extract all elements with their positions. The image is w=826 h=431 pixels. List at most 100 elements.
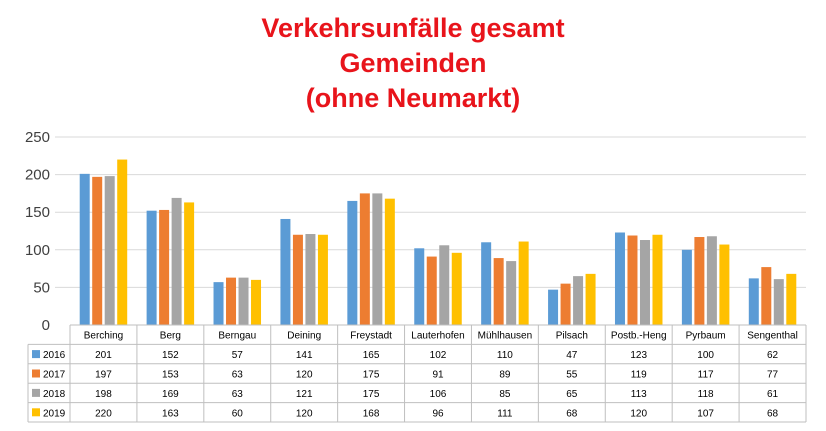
bar-2016-Freystadt <box>347 200 358 325</box>
data-label-2018-Pyrbaum: 118 <box>698 389 714 400</box>
data-label-2019-Lauterhofen: 96 <box>432 408 444 419</box>
data-label-2017-Lauterhofen: 91 <box>432 370 444 381</box>
bar-2016-Berching <box>79 173 90 325</box>
category-label-Lauterhofen: Lauterhofen <box>411 331 464 342</box>
data-label-2017-Berngau: 63 <box>232 370 244 381</box>
data-label-2016-Berg: 152 <box>162 350 179 361</box>
data-label-2016-Pilsach: 47 <box>566 350 578 361</box>
bar-2017-Pyrbaum <box>694 237 705 325</box>
bar-2017-Postb.-Heng <box>627 235 638 325</box>
bar-2017-Pilsach <box>560 283 571 325</box>
data-label-2017-Berching: 197 <box>95 370 112 381</box>
bar-2019-Berching <box>117 159 128 325</box>
y-tick-label-100: 100 <box>25 242 50 259</box>
data-label-2018-Berching: 198 <box>95 389 112 400</box>
bar-2018-Mühlhausen <box>506 261 517 325</box>
data-label-2017-Deining: 120 <box>296 370 313 381</box>
legend-label-2019: 2019 <box>43 408 66 419</box>
data-label-2019-Mühlhausen: 111 <box>497 408 513 419</box>
bar-2017-Mühlhausen <box>493 258 504 325</box>
bar-2019-Berngau <box>251 279 262 325</box>
data-label-2016-Pyrbaum: 100 <box>697 350 714 361</box>
data-label-2017-Postb.-Heng: 119 <box>631 370 647 381</box>
legend-swatch-2018 <box>32 388 40 397</box>
bar-2016-Pyrbaum <box>681 249 692 325</box>
data-label-2016-Lauterhofen: 102 <box>430 350 447 361</box>
data-label-2018-Sengenthal: 61 <box>767 389 779 400</box>
bar-2018-Deining <box>305 234 316 325</box>
data-label-2017-Mühlhausen: 89 <box>499 370 511 381</box>
data-label-2018-Berg: 169 <box>162 389 179 400</box>
data-label-2019-Freystadt: 168 <box>363 408 380 419</box>
bar-2017-Berching <box>92 176 103 325</box>
y-tick-label-200: 200 <box>25 167 50 184</box>
bar-2019-Lauterhofen <box>451 252 462 325</box>
bar-2018-Berngau <box>238 277 249 325</box>
data-label-2016-Freystadt: 165 <box>363 350 380 361</box>
bar-2019-Berg <box>184 202 195 325</box>
bar-2018-Freystadt <box>372 193 383 325</box>
bar-2018-Berching <box>104 176 115 325</box>
bar-2017-Lauterhofen <box>426 256 437 325</box>
bar-2019-Sengenthal <box>786 273 797 325</box>
legend-label-2018: 2018 <box>43 389 66 400</box>
bar-2018-Pyrbaum <box>706 236 717 325</box>
data-label-2019-Postb.-Heng: 120 <box>630 408 647 419</box>
data-label-2017-Berg: 153 <box>162 370 179 381</box>
chart-title-line-1: Verkehrsunfälle gesamt <box>261 13 565 43</box>
bar-2016-Sengenthal <box>748 278 759 325</box>
bar-2016-Mühlhausen <box>481 242 492 325</box>
bar-2017-Berngau <box>226 277 237 325</box>
bar-2016-Berg <box>146 210 157 325</box>
data-label-2019-Berngau: 60 <box>232 408 244 419</box>
data-label-2017-Pilsach: 55 <box>566 370 578 381</box>
bar-2017-Freystadt <box>359 193 370 325</box>
bar-2018-Pilsach <box>573 276 584 325</box>
y-tick-label-0: 0 <box>42 317 50 334</box>
data-label-2018-Mühlhausen: 85 <box>499 389 511 400</box>
category-label-Mühlhausen: Mühlhausen <box>478 331 532 342</box>
data-label-2016-Berching: 201 <box>95 350 112 361</box>
legend-swatch-2019 <box>32 408 40 417</box>
bar-2016-Postb.-Heng <box>614 232 625 325</box>
bar-2019-Postb.-Heng <box>652 234 663 325</box>
bar-2019-Pilsach <box>585 273 596 325</box>
category-label-Deining: Deining <box>287 331 321 342</box>
y-tick-label-250: 250 <box>25 129 50 146</box>
category-label-Freystadt: Freystadt <box>350 331 392 342</box>
data-label-2019-Deining: 120 <box>296 408 313 419</box>
legend-label-2016: 2016 <box>43 350 66 361</box>
bar-2018-Sengenthal <box>773 279 784 325</box>
category-label-Berngau: Berngau <box>218 331 256 342</box>
data-label-2016-Berngau: 57 <box>232 350 244 361</box>
category-label-Pilsach: Pilsach <box>556 331 588 342</box>
category-label-Postb.-Heng: Postb.-Heng <box>611 331 667 342</box>
data-label-2016-Mühlhausen: 110 <box>497 350 513 361</box>
bar-2016-Pilsach <box>548 289 559 325</box>
bar-2017-Berg <box>159 209 170 325</box>
bar-2019-Mühlhausen <box>518 241 529 325</box>
legend-swatch-2017 <box>32 369 40 378</box>
data-label-2018-Lauterhofen: 106 <box>430 389 447 400</box>
bar-2019-Deining <box>317 234 328 325</box>
y-tick-label-150: 150 <box>25 204 50 221</box>
data-label-2019-Berg: 163 <box>162 408 179 419</box>
bar-2016-Lauterhofen <box>414 248 425 325</box>
data-label-2017-Sengenthal: 77 <box>767 370 779 381</box>
data-label-2019-Pilsach: 68 <box>566 408 578 419</box>
data-label-2018-Pilsach: 65 <box>566 389 578 400</box>
data-label-2018-Deining: 121 <box>296 389 313 400</box>
bar-2019-Freystadt <box>384 198 395 325</box>
data-label-2016-Postb.-Heng: 123 <box>630 350 647 361</box>
bar-2018-Berg <box>171 197 182 325</box>
data-label-2019-Berching: 220 <box>95 408 112 419</box>
data-label-2018-Postb.-Heng: 113 <box>631 389 647 400</box>
bar-2019-Pyrbaum <box>719 244 730 325</box>
y-tick-label-50: 50 <box>33 279 50 296</box>
bar-2017-Sengenthal <box>761 267 772 325</box>
data-label-2019-Pyrbaum: 107 <box>697 408 714 419</box>
legend-label-2017: 2017 <box>43 370 66 381</box>
legend-swatch-2016 <box>32 350 40 359</box>
data-label-2018-Berngau: 63 <box>232 389 244 400</box>
